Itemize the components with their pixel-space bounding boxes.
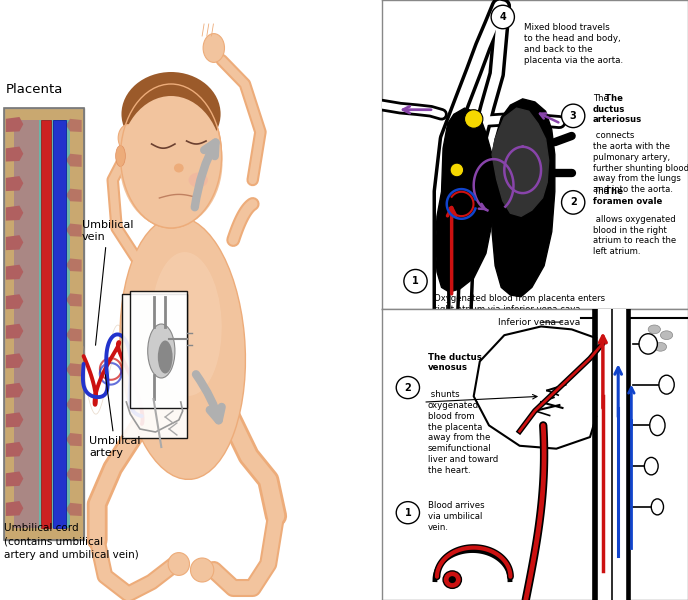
Polygon shape: [6, 442, 23, 457]
Text: The 
foramen ovale: The foramen ovale: [593, 187, 663, 206]
Ellipse shape: [660, 331, 673, 340]
Polygon shape: [6, 353, 23, 368]
Polygon shape: [66, 293, 82, 307]
Polygon shape: [66, 188, 82, 202]
Polygon shape: [6, 206, 23, 221]
Ellipse shape: [649, 415, 665, 436]
Ellipse shape: [158, 340, 173, 373]
Ellipse shape: [148, 324, 175, 378]
Bar: [53, 120, 67, 528]
Ellipse shape: [654, 343, 667, 351]
Polygon shape: [6, 265, 23, 280]
Polygon shape: [436, 108, 495, 292]
Text: 2: 2: [405, 383, 411, 392]
Ellipse shape: [151, 252, 222, 396]
Polygon shape: [66, 468, 82, 481]
Text: Placenta: Placenta: [6, 83, 63, 96]
Circle shape: [404, 269, 427, 293]
Bar: [4, 108, 83, 540]
Text: 1: 1: [412, 276, 419, 286]
Circle shape: [491, 5, 515, 29]
Text: allows oxygenated
blood in the right
atrium to reach the
left atrium.: allows oxygenated blood in the right atr…: [593, 215, 676, 256]
Polygon shape: [66, 259, 82, 272]
Ellipse shape: [122, 72, 221, 156]
Ellipse shape: [174, 163, 184, 173]
Text: connects
the aorta with the
pulmonary artery,
further shunting blood
away from t: connects the aorta with the pulmonary ar…: [593, 131, 688, 194]
Polygon shape: [6, 294, 23, 309]
Bar: [130, 291, 186, 408]
Ellipse shape: [189, 173, 208, 187]
Polygon shape: [66, 224, 82, 237]
Circle shape: [443, 571, 462, 589]
Circle shape: [449, 576, 456, 583]
Bar: [14, 120, 70, 528]
Polygon shape: [6, 176, 23, 191]
Polygon shape: [66, 363, 82, 376]
Ellipse shape: [116, 145, 125, 166]
Text: The ductus
venosus: The ductus venosus: [428, 353, 482, 373]
Text: The: The: [593, 187, 612, 196]
Circle shape: [396, 377, 420, 398]
Bar: [4, 108, 83, 540]
Polygon shape: [492, 99, 555, 296]
Polygon shape: [6, 383, 23, 398]
Polygon shape: [66, 328, 82, 341]
Bar: [122, 294, 186, 438]
Ellipse shape: [659, 375, 674, 394]
Text: Umbilical
artery: Umbilical artery: [89, 375, 141, 458]
Circle shape: [396, 502, 420, 524]
Ellipse shape: [203, 34, 224, 62]
Ellipse shape: [639, 334, 658, 354]
Text: Blood arrives
via umbilical
vein.: Blood arrives via umbilical vein.: [428, 501, 484, 532]
Ellipse shape: [648, 325, 660, 334]
Circle shape: [561, 104, 585, 128]
Ellipse shape: [120, 96, 222, 228]
Text: Umbilical cord
(contains umbilical
artery and umbilical vein): Umbilical cord (contains umbilical arter…: [4, 523, 139, 560]
Ellipse shape: [120, 84, 222, 228]
Text: shunts
oxygenated
blood from
the placenta
away from the
semifunctional
liver and: shunts oxygenated blood from the placent…: [428, 391, 498, 475]
Polygon shape: [66, 154, 82, 167]
Polygon shape: [6, 146, 23, 161]
Polygon shape: [66, 433, 82, 446]
Polygon shape: [6, 412, 23, 427]
Text: Inferior vena cava: Inferior vena cava: [498, 317, 581, 326]
Text: Umbilical
vein: Umbilical vein: [82, 220, 133, 345]
Polygon shape: [6, 235, 23, 250]
Text: The 
ductus
arteriosus: The ductus arteriosus: [593, 94, 643, 124]
Circle shape: [450, 163, 464, 177]
Polygon shape: [66, 503, 82, 516]
Text: 3: 3: [570, 111, 577, 121]
Circle shape: [464, 110, 483, 128]
Polygon shape: [6, 324, 23, 339]
Ellipse shape: [645, 457, 658, 475]
Polygon shape: [66, 119, 82, 132]
Text: 1: 1: [405, 508, 411, 518]
Ellipse shape: [191, 558, 214, 582]
Ellipse shape: [120, 217, 246, 479]
Circle shape: [561, 191, 585, 214]
Ellipse shape: [168, 553, 189, 575]
Ellipse shape: [118, 124, 138, 151]
Polygon shape: [6, 501, 23, 516]
Bar: [41, 120, 51, 528]
Polygon shape: [6, 472, 23, 487]
Polygon shape: [66, 398, 82, 411]
Text: Oxygenated blood from placenta enters
right atrium via inferior vena cava.: Oxygenated blood from placenta enters ri…: [434, 293, 605, 314]
Bar: [14, 120, 39, 528]
Ellipse shape: [652, 499, 663, 515]
Polygon shape: [492, 108, 549, 216]
Polygon shape: [6, 117, 23, 132]
Text: The: The: [593, 94, 612, 103]
Text: Mixed blood travels
to the head and body,
and back to the
placenta via the aorta: Mixed blood travels to the head and body…: [524, 23, 623, 65]
Text: 4: 4: [499, 12, 506, 22]
Text: 2: 2: [570, 197, 577, 208]
